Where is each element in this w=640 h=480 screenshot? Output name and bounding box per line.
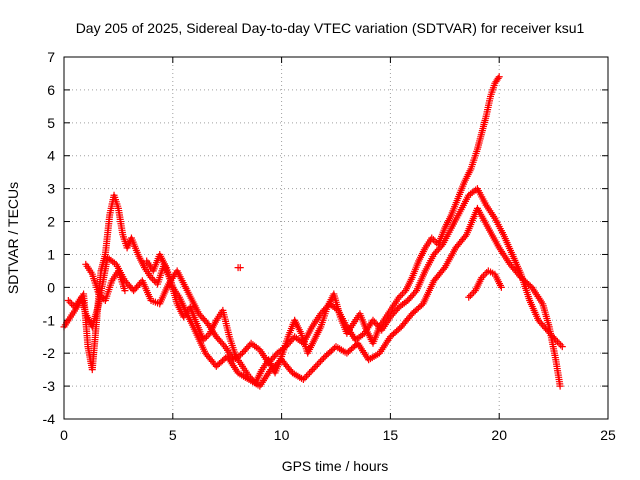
y-tick-label: 3 (47, 181, 55, 197)
data-point-track-c (461, 232, 469, 240)
plot-frame (63, 56, 609, 420)
data-point-track-d (478, 273, 486, 281)
data-point-track-a (203, 333, 211, 341)
data-point-track-c (318, 356, 326, 364)
x-tick-label: 25 (600, 427, 616, 443)
y-tick-label: -1 (43, 312, 56, 328)
data-point-track-a (495, 73, 503, 81)
data-points (60, 73, 566, 390)
data-point-track-a (201, 334, 209, 342)
data-point-track-c (556, 382, 564, 390)
data-point-track-c (313, 361, 321, 369)
data-point-track-b (220, 341, 228, 349)
x-axis-label: GPS time / hours (282, 458, 389, 474)
data-point-track-a (395, 293, 403, 301)
y-tick-label: 1 (47, 246, 55, 262)
y-tick-label: -3 (43, 378, 56, 394)
chart-title: Day 205 of 2025, Sidereal Day-to-day VTE… (76, 20, 585, 36)
data-point-track-b (437, 242, 445, 250)
data-point-track-d (497, 283, 505, 291)
data-point-track-c (309, 366, 317, 374)
data-point-track-b (202, 318, 210, 326)
data-point-track-e (95, 290, 103, 298)
data-point-track-a (429, 236, 437, 244)
y-tick-label: 6 (47, 82, 55, 98)
grid (64, 57, 608, 419)
data-point-track-e (121, 287, 129, 295)
data-point-track-a (147, 273, 155, 281)
data-point-track-a (400, 288, 408, 296)
data-point-track-a (398, 290, 406, 298)
y-axis-label: SDTVAR / TECUs (5, 182, 21, 294)
data-point-track-a (431, 237, 439, 245)
data-point-track-c (310, 364, 318, 372)
y-tick-label: -4 (43, 411, 56, 427)
y-tick-label: 4 (47, 148, 55, 164)
data-point-track-a (204, 331, 212, 339)
data-point-track-c (316, 357, 324, 365)
x-tick-label: 15 (383, 427, 399, 443)
data-point-track-c (302, 372, 310, 380)
data-point-track-e (98, 293, 106, 301)
data-point-track-a (428, 234, 436, 242)
data-point-track-d (466, 292, 474, 300)
data-point-track-c (312, 362, 320, 370)
x-tick-label: 10 (274, 427, 290, 443)
data-point-track-b (68, 300, 76, 308)
y-tick-label: 2 (47, 214, 55, 230)
data-point-track-c (439, 265, 447, 273)
data-point-track-c (301, 374, 309, 382)
data-point-track-b (557, 341, 565, 349)
data-point-track-b (411, 288, 419, 296)
data-point-track-b (558, 343, 566, 351)
data-point-track-b (555, 339, 563, 347)
data-point-track-a (494, 74, 502, 82)
data-point-track-c (307, 367, 315, 375)
data-point-track-c (315, 359, 323, 367)
data-point-track-b (66, 298, 74, 306)
data-point-track-c (320, 354, 328, 362)
data-point-track-b (272, 351, 280, 359)
data-point-track-c (304, 371, 312, 379)
y-tick-label: -2 (43, 345, 56, 361)
data-point-track-d (479, 272, 487, 280)
data-point-track-b (64, 297, 72, 305)
data-point-track-c (299, 376, 307, 384)
data-point-track-d (465, 293, 473, 301)
y-tick-label: 5 (47, 115, 55, 131)
y-tick-label: 0 (47, 279, 55, 295)
y-tick-label: 7 (47, 49, 55, 65)
data-point-track-b (394, 305, 402, 313)
data-point-track-c (306, 369, 314, 377)
data-point-track-a (397, 292, 405, 300)
x-tick-label: 5 (169, 427, 177, 443)
data-point-track-a (149, 275, 157, 283)
x-tick-label: 0 (60, 427, 68, 443)
data-point-track-d (481, 270, 489, 278)
data-point-track-a (150, 277, 158, 285)
x-tick-label: 20 (491, 427, 507, 443)
data-point-track-e (96, 292, 104, 300)
data-point-track-f (236, 264, 244, 272)
data-point-track-d (470, 288, 478, 296)
data-point-track-d (468, 290, 476, 298)
